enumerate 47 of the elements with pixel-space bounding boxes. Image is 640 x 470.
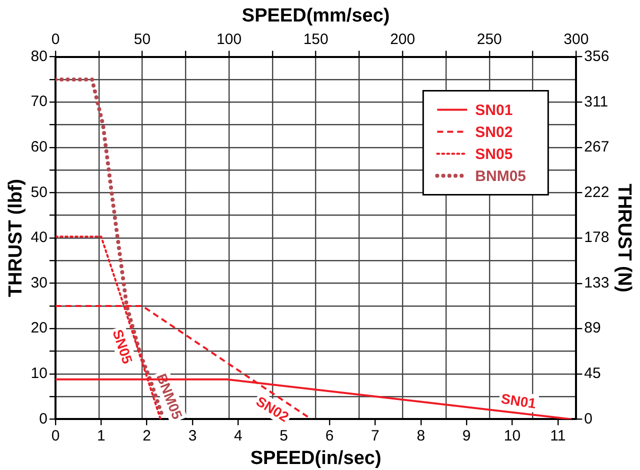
y2-tick-label: 356	[584, 48, 610, 65]
x-tick-label: 2	[142, 427, 152, 444]
y-tick-label: 70	[30, 93, 48, 110]
x2-tick-label: 250	[476, 30, 502, 48]
x-tick-label: 11	[550, 427, 566, 444]
x-tick-label: 0	[51, 427, 60, 444]
legend-label: SN02	[475, 124, 513, 141]
y-axis-title: THRUST (lbf)	[6, 178, 27, 298]
annotation: SN01	[500, 390, 538, 412]
x-tick-label: 7	[371, 427, 380, 444]
x2-axis-title: SPEED(mm/sec)	[242, 6, 390, 27]
x-tick-label: 4	[234, 427, 242, 444]
y2-tick-label: 0	[584, 410, 593, 428]
y-tick-label: 10	[30, 365, 48, 382]
x2-tick-label: 100	[216, 30, 242, 48]
x-tick-label: 3	[188, 427, 197, 444]
y-tick-label: 20	[30, 320, 48, 337]
x-tick-label: 8	[416, 427, 426, 444]
legend-label: BNM05	[475, 168, 526, 185]
y-tick-label: 80	[30, 48, 48, 65]
y2-tick-label: 133	[584, 274, 610, 292]
x2-tick-label: 0	[51, 30, 60, 48]
x-tick-label: 1	[96, 427, 106, 444]
y2-tick-label: 45	[584, 365, 601, 382]
y2-tick-label: 311	[584, 93, 608, 110]
x2-tick-label: 200	[390, 30, 416, 48]
y2-axis-title: THRUST (N)	[613, 184, 634, 292]
legend-label: SN01	[475, 102, 513, 119]
x2-tick-label: 50	[134, 30, 151, 48]
x-tick-label: 10	[504, 427, 521, 444]
y-tick-label: 0	[39, 410, 48, 428]
y-tick-label: 30	[30, 274, 48, 292]
x-tick-label: 6	[325, 427, 334, 444]
y-tick-label: 40	[30, 229, 48, 246]
y2-tick-label: 178	[584, 229, 610, 246]
annotation: SN05	[110, 327, 136, 366]
y2-tick-label: 89	[584, 320, 601, 337]
y2-tick-label: 267	[584, 138, 610, 156]
x2-tick-label: 300	[564, 30, 589, 48]
x2-tick-label: 150	[303, 30, 328, 48]
y-tick-label: 60	[30, 138, 48, 156]
x-tick-label: 5	[280, 427, 288, 444]
y-tick-label: 50	[30, 184, 48, 201]
y2-tick-label: 222	[584, 184, 610, 201]
x-axis-title: SPEED(in/sec)	[250, 448, 382, 469]
x-tick-label: 9	[462, 427, 471, 444]
legend-label: SN05	[475, 146, 513, 163]
